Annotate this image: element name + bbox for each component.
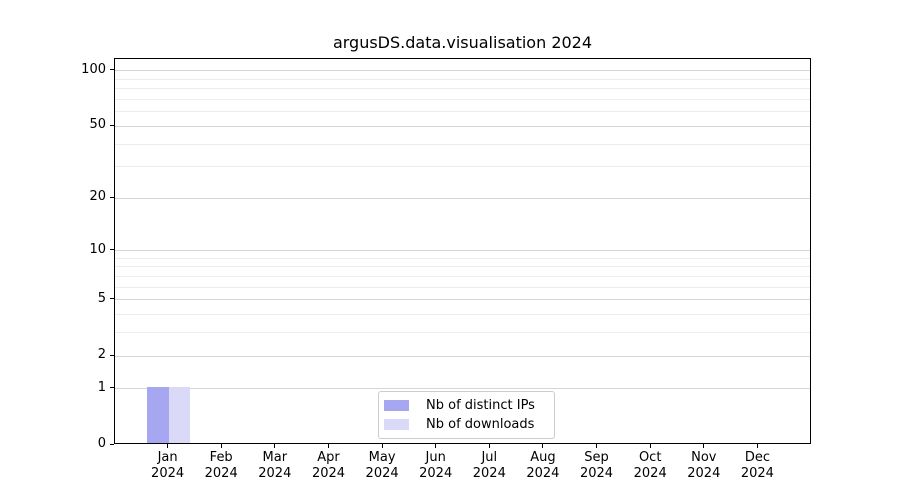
x-tick-label-month: Feb	[209, 450, 233, 465]
x-tick-label: Feb 2024	[181, 450, 261, 482]
y-gridline-major	[115, 197, 810, 199]
x-tick-label-month: Mar	[262, 450, 288, 465]
y-gridline-minor	[115, 275, 810, 277]
y-tick	[110, 69, 114, 71]
bar-jan-series1	[168, 386, 191, 443]
x-tick-label-month: Nov	[691, 450, 717, 465]
x-tick	[328, 444, 329, 448]
legend-swatch-downloads	[384, 419, 409, 430]
legend-label-distinct-ips: Nb of distinct IPs	[426, 398, 535, 413]
x-tick-label-year: 2024	[365, 466, 399, 481]
legend: Nb of distinct IPs Nb of downloads	[378, 391, 555, 439]
x-tick	[596, 444, 597, 448]
x-tick-label-year: 2024	[311, 466, 346, 481]
y-gridline-minor	[115, 266, 810, 268]
x-tick	[167, 444, 169, 448]
y-gridline-major	[115, 299, 810, 301]
x-tick-label-month: Apr	[317, 450, 340, 465]
x-tick-label-year: 2024	[151, 466, 185, 481]
y-gridline-minor	[115, 332, 810, 334]
y-tick-label: 10	[89, 241, 106, 257]
y-gridline-minor	[115, 286, 810, 288]
x-tick-label: Sep 2024	[557, 450, 637, 482]
y-tick-label: 5	[97, 290, 106, 306]
y-tick-label: 2	[97, 347, 106, 362]
x-tick-label-month: Oct	[638, 450, 662, 465]
y-gridline-major	[115, 388, 810, 390]
legend-label-downloads: Nb of downloads	[426, 417, 535, 432]
x-tick-label-year: 2024	[526, 466, 560, 481]
x-tick	[435, 444, 437, 448]
y-tick	[110, 298, 114, 300]
x-tick-label-month: May	[368, 450, 396, 465]
y-tick-label: 50	[89, 117, 106, 133]
y-gridline-minor	[115, 99, 810, 100]
x-tick-label-year: 2024	[258, 466, 292, 481]
y-tick-label: 0	[97, 436, 106, 451]
y-gridline-minor	[115, 143, 810, 145]
x-tick-label: Nov 2024	[664, 450, 744, 482]
x-tick-label: Oct 2024	[610, 450, 690, 482]
y-gridline-minor	[115, 78, 810, 80]
y-tick	[110, 249, 114, 251]
x-tick-label-year: 2024	[740, 466, 774, 481]
y-tick	[110, 387, 114, 389]
x-tick-label-month: Aug	[530, 450, 556, 465]
y-gridline-major	[115, 355, 810, 357]
y-gridline-major	[115, 70, 810, 72]
bar-jan-series0	[147, 386, 169, 443]
x-tick	[488, 444, 490, 448]
legend-swatch-distinct-ips	[384, 400, 409, 411]
x-tick	[220, 444, 222, 448]
x-tick-label: Aug 2024	[503, 450, 583, 482]
y-tick	[110, 124, 114, 126]
y-gridline-minor	[115, 166, 810, 168]
x-tick-label-year: 2024	[419, 466, 453, 481]
x-tick-label-month: Jan	[157, 450, 178, 465]
y-tick-label: 20	[89, 189, 106, 205]
x-tick-label-year: 2024	[579, 466, 614, 481]
x-tick	[649, 444, 651, 448]
x-tick-label-year: 2024	[204, 466, 238, 481]
x-tick-label: Jun 2024	[396, 450, 476, 482]
x-tick-label: Jan 2024	[128, 450, 208, 482]
x-tick-label: Mar 2024	[235, 450, 315, 482]
x-tick	[703, 444, 705, 448]
y-tick-label: 100	[81, 61, 106, 77]
x-tick	[381, 444, 383, 448]
x-tick-label-year: 2024	[687, 466, 721, 481]
x-tick	[756, 444, 758, 448]
x-tick-label-month: Jul	[481, 450, 498, 465]
y-tick	[110, 196, 114, 198]
x-tick-label: Apr 2024	[289, 450, 369, 482]
y-gridline-minor	[115, 111, 810, 113]
x-tick-label-year: 2024	[633, 466, 667, 481]
legend-item-downloads: Nb of downloads	[384, 417, 546, 432]
y-gridline-minor	[115, 314, 810, 315]
x-tick-label-month: Jun	[425, 450, 446, 465]
y-gridline-minor	[115, 257, 810, 259]
x-tick-label: Dec 2024	[717, 450, 797, 482]
x-tick-label-year: 2024	[472, 466, 506, 481]
x-tick	[542, 444, 544, 448]
y-gridline-major	[115, 250, 810, 252]
plot-area	[114, 58, 811, 444]
x-tick-label-month: Dec	[744, 450, 770, 465]
y-gridline-minor	[115, 88, 810, 90]
y-gridline-major	[115, 125, 810, 127]
x-tick-label-month: Sep	[584, 450, 609, 465]
x-tick	[274, 444, 276, 448]
y-tick	[110, 354, 114, 356]
y-tick-label: 1	[97, 379, 106, 395]
legend-item-distinct-ips: Nb of distinct IPs	[384, 398, 546, 413]
chart-title: argusDS.data.visualisation 2024	[332, 33, 593, 52]
y-tick	[110, 443, 114, 445]
x-tick-label: Jul 2024	[449, 450, 529, 482]
x-tick-label: May 2024	[342, 450, 422, 482]
